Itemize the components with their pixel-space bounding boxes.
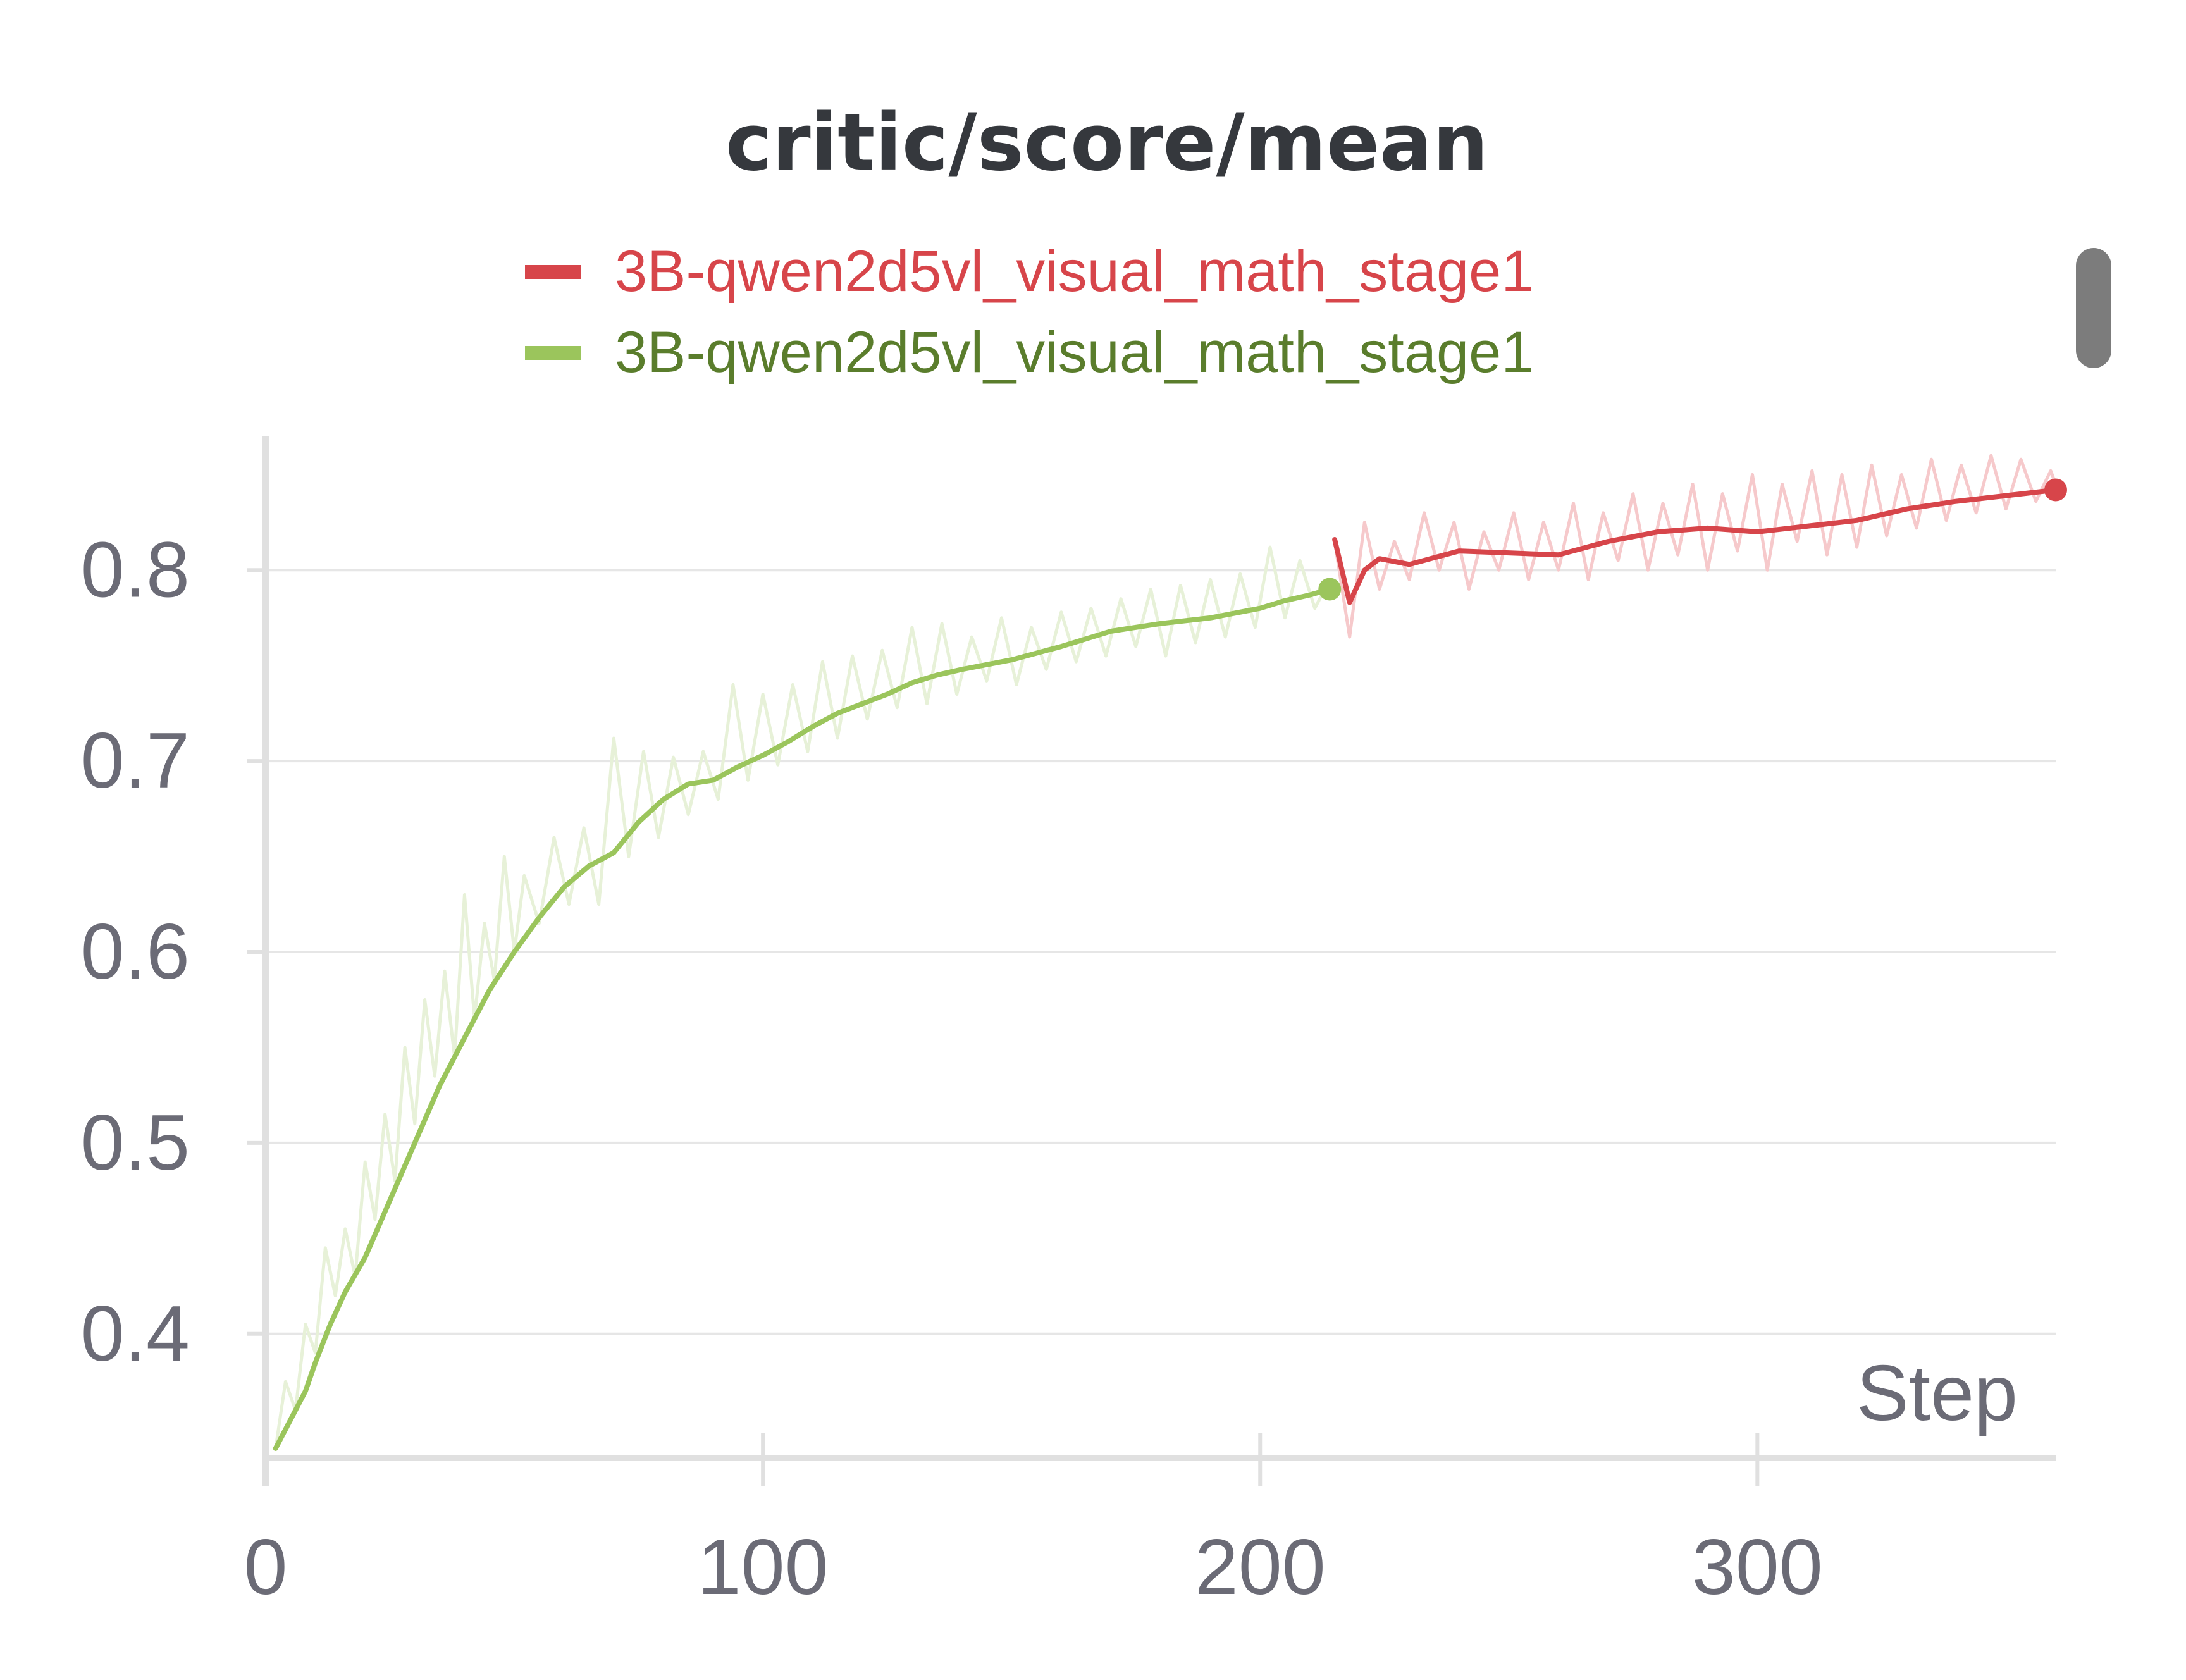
tick-labels: 0.4 0.5 0.6 0.7 0.8 0 100 200 300 <box>81 526 1823 1611</box>
legend-item-green[interactable]: 3B-qwen2d5vl_visual_math_stage1 <box>525 320 1534 385</box>
y-tick-label: 0.6 <box>81 908 190 996</box>
y-tick-label: 0.4 <box>81 1290 190 1378</box>
x-tick-label: 100 <box>698 1524 829 1611</box>
series-raw-line-green <box>274 545 1331 1449</box>
chart-title: critic/score/mean <box>726 97 1488 188</box>
legend-scrollbar-handle[interactable] <box>2076 248 2111 368</box>
x-axis-label: Step <box>1856 1350 2018 1437</box>
smoothed-series-lines <box>273 487 2058 1451</box>
y-tick-label: 0.5 <box>81 1099 190 1187</box>
legend-item-red[interactable]: 3B-qwen2d5vl_visual_math_stage1 <box>525 239 1534 304</box>
gridlines <box>266 569 2056 1335</box>
series-raw-line-red <box>1333 454 2058 639</box>
axes <box>247 436 2056 1486</box>
x-tick-label: 0 <box>244 1524 288 1611</box>
series-last-point-red <box>2044 478 2067 502</box>
legend[interactable]: 3B-qwen2d5vl_visual_math_stage1 3B-qwen2… <box>525 239 1534 385</box>
y-tick-label: 0.8 <box>81 526 190 614</box>
last-points <box>1318 478 2067 601</box>
legend-label-red: 3B-qwen2d5vl_visual_math_stage1 <box>615 239 1534 304</box>
series-line-green <box>273 586 1333 1451</box>
x-tick-label: 300 <box>1692 1524 1823 1611</box>
legend-label-green: 3B-qwen2d5vl_visual_math_stage1 <box>615 320 1534 385</box>
x-tick-label: 200 <box>1195 1524 1326 1611</box>
series-last-point-green <box>1318 578 1342 601</box>
y-tick-label: 0.7 <box>81 717 190 805</box>
series-line-red <box>1332 487 2058 605</box>
